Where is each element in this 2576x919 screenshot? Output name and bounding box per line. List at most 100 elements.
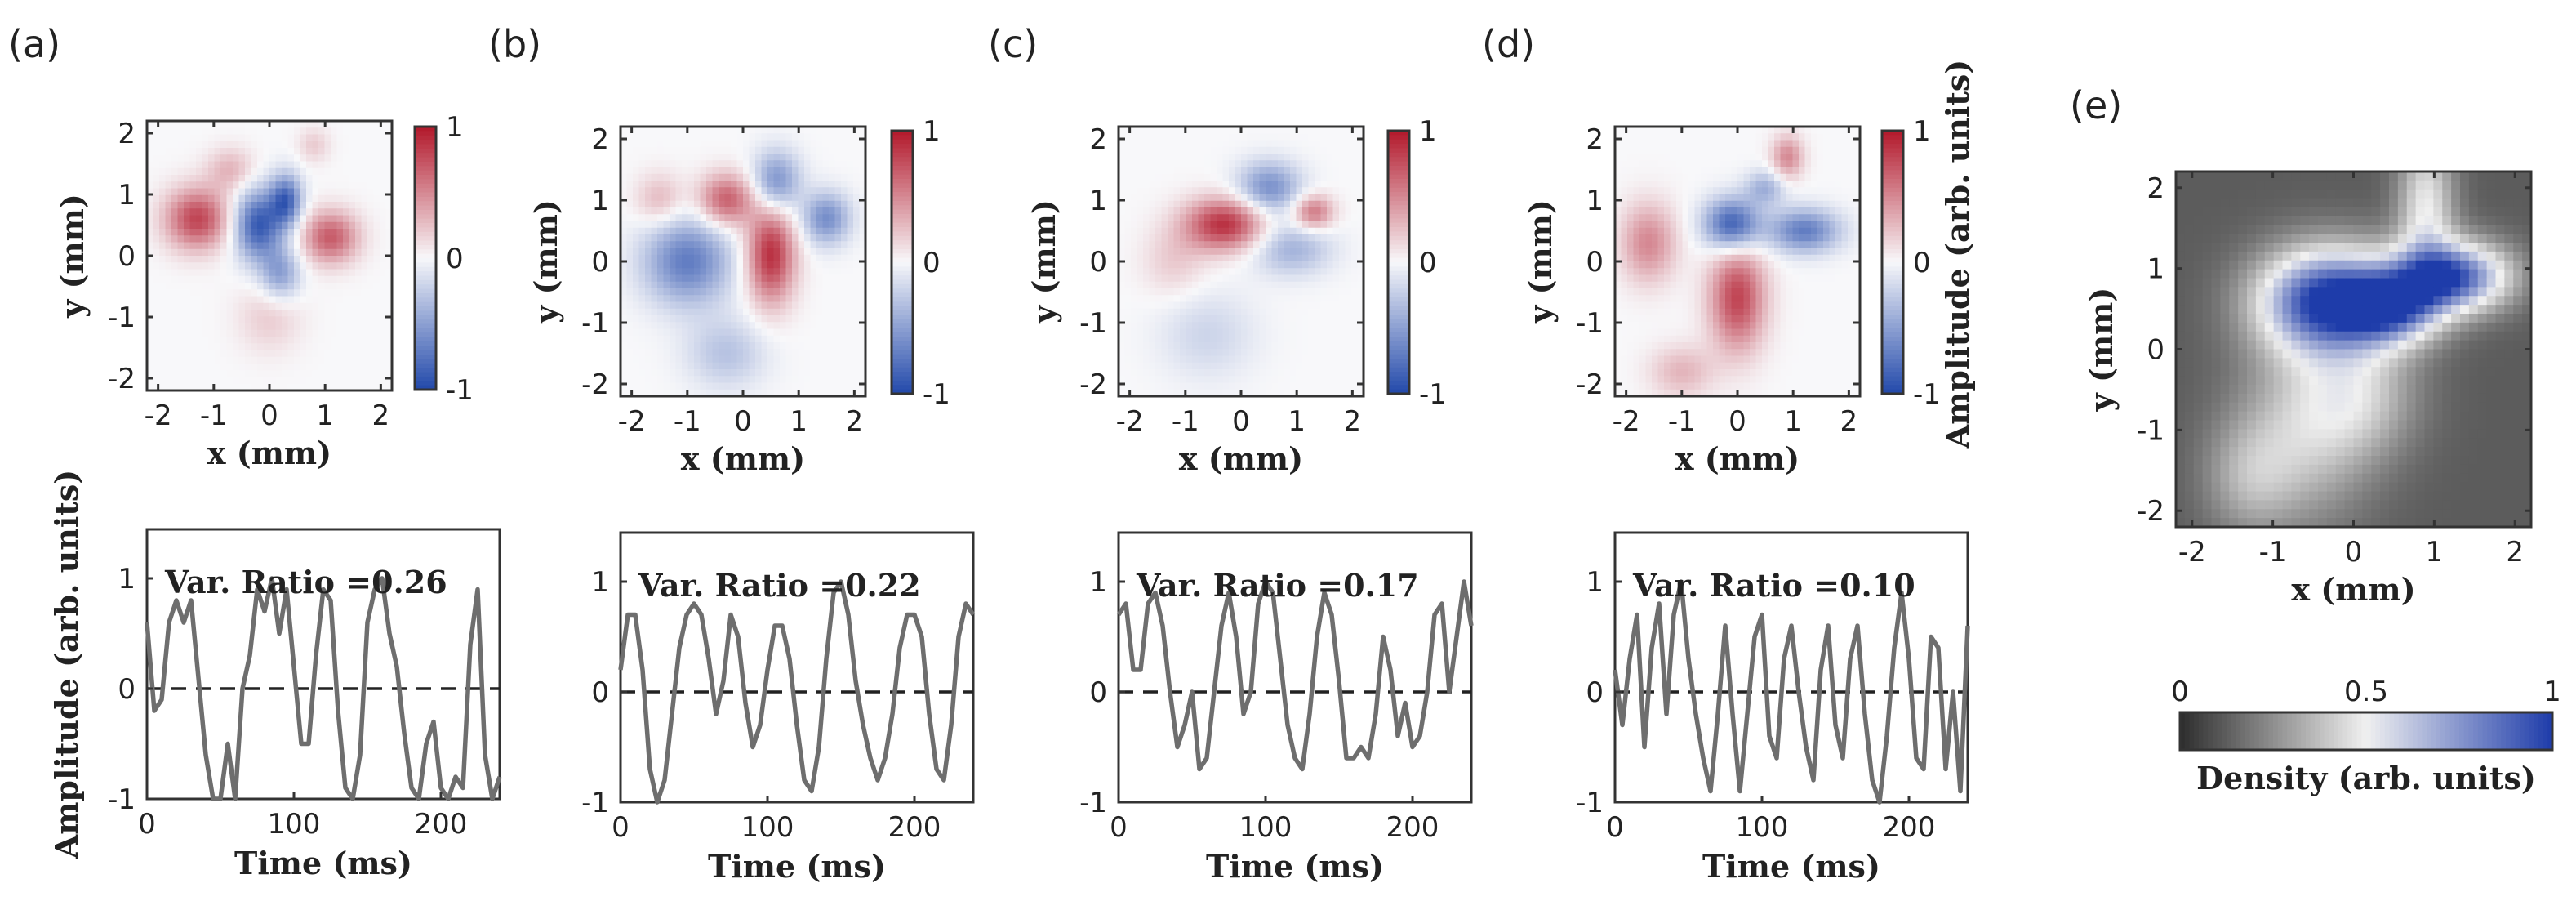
heatmap-cell	[1131, 308, 1138, 316]
heatmap-cell	[1284, 274, 1291, 283]
heatmap-cell	[275, 134, 283, 142]
heatmap-cell	[785, 207, 793, 215]
heatmap-cell	[171, 248, 179, 257]
heatmap-cell	[1241, 254, 1248, 262]
heatmap-cell	[834, 241, 842, 249]
heatmap-cell	[1186, 207, 1193, 215]
heatmap-cell	[324, 121, 331, 128]
heatmap-cell	[1271, 234, 1279, 242]
heatmap-cell	[251, 377, 258, 385]
heatmap-cell	[633, 322, 640, 330]
heatmap-cell	[853, 308, 861, 316]
heatmap-cell	[829, 335, 836, 343]
heatmap-cell	[1315, 181, 1322, 188]
heatmap-cell	[153, 121, 160, 128]
heatmap-cell	[1259, 146, 1266, 154]
heatmap-cell	[275, 343, 283, 351]
heatmap-cell	[859, 167, 866, 175]
heatmap-cell	[1222, 342, 1230, 350]
heatmap-cell	[1186, 295, 1193, 303]
heatmap-cell	[349, 269, 356, 277]
heatmap-cell	[159, 221, 167, 230]
heatmap-cell	[724, 322, 732, 330]
heatmap-cell	[657, 335, 665, 343]
heatmap-cell	[743, 127, 750, 134]
heatmap-cell	[816, 328, 824, 337]
heatmap-cell	[245, 181, 252, 190]
heatmap-cell	[226, 262, 234, 270]
heatmap-cell	[1302, 173, 1310, 181]
heatmap-cell	[324, 256, 331, 263]
heatmap-cell	[761, 140, 768, 148]
heatmap-cell	[1253, 181, 1261, 188]
heatmap-cell	[1186, 301, 1193, 310]
heatmap-cell	[767, 274, 775, 283]
heatmap-cell	[171, 121, 179, 128]
heatmap-cell	[675, 369, 683, 377]
heatmap-cell	[245, 323, 252, 331]
heatmap-cell	[1290, 254, 1297, 262]
heatmap-cell	[1278, 274, 1285, 283]
heatmap-cell	[1247, 207, 1254, 215]
heatmap-cell	[1186, 261, 1193, 269]
heatmap-cell	[1290, 308, 1297, 316]
heatmap-cell	[1143, 355, 1150, 364]
heatmap-cell	[361, 242, 368, 250]
heatmap-cell	[306, 262, 314, 270]
heatmap-cell	[220, 167, 228, 176]
heatmap-cell	[1198, 214, 1205, 222]
colorbar-segment	[415, 214, 436, 220]
heatmap-cell	[712, 328, 719, 337]
heatmap-cell	[306, 229, 314, 236]
heatmap-cell	[638, 241, 646, 249]
heatmap-cell	[792, 315, 799, 323]
heatmap-cell	[1247, 349, 1254, 357]
heatmap-cell	[294, 383, 301, 391]
heatmap-cell	[184, 275, 191, 283]
heatmap-cell	[385, 350, 393, 358]
heatmap-cell	[208, 141, 216, 149]
heatmap-cell	[355, 141, 363, 149]
heatmap-cell	[1119, 248, 1126, 256]
heatmap-cell	[773, 288, 781, 296]
heatmap-cell	[1131, 127, 1138, 134]
heatmap-cell	[263, 229, 270, 236]
heatmap-cell	[816, 241, 824, 249]
heatmap-cell	[331, 127, 338, 136]
heatmap-cell	[804, 295, 812, 303]
heatmap-cell	[1198, 160, 1205, 168]
heatmap-cell	[1149, 140, 1156, 148]
heatmap-cell	[700, 140, 707, 148]
heatmap-cell	[1198, 274, 1205, 283]
heatmap-cell	[651, 140, 658, 148]
heatmap-cell	[349, 370, 356, 378]
heatmap-cell	[670, 207, 677, 215]
heatmap-cell	[1284, 261, 1291, 269]
heatmap-cell	[670, 194, 677, 202]
heatmap-cell	[1259, 355, 1266, 364]
heatmap-cell	[147, 283, 154, 290]
heatmap-cell	[761, 221, 768, 229]
heatmap-cell	[798, 382, 805, 390]
heatmap-cell	[1247, 221, 1254, 229]
heatmap-cell	[829, 241, 836, 249]
heatmap-cell	[1259, 187, 1266, 195]
heatmap-cell	[626, 227, 634, 235]
heatmap-cell	[1278, 315, 1285, 323]
heatmap-cell	[1235, 254, 1242, 262]
heatmap-cell	[245, 275, 252, 283]
heatmap-cell	[1284, 376, 1291, 384]
heatmap-cell	[1210, 248, 1217, 256]
heatmap-cell	[798, 369, 805, 377]
x-axis-label: Time (ms)	[708, 848, 886, 885]
heatmap-cell	[657, 328, 665, 337]
heatmap-cell	[1192, 308, 1199, 316]
heatmap-cell	[263, 181, 270, 190]
heatmap-cell	[700, 261, 707, 269]
heatmap-cell	[171, 194, 179, 203]
heatmap-cell	[153, 175, 160, 182]
heatmap-cell	[1278, 389, 1285, 397]
heatmap-cell	[367, 302, 375, 310]
heatmap-cell	[736, 288, 744, 296]
heatmap-cell	[773, 268, 781, 276]
